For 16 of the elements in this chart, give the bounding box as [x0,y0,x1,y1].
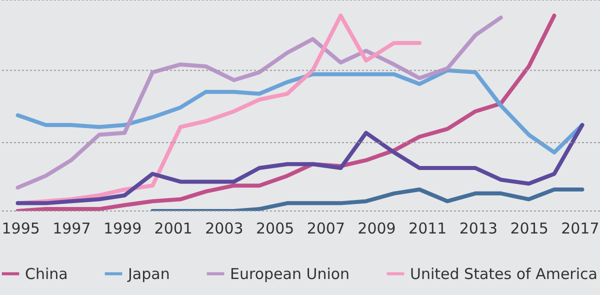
legend-label: United States of America [410,264,598,283]
x-tick-label: 1999 [103,220,142,238]
x-tick-label: 1997 [52,220,91,238]
x-tick-label: 2003 [205,220,244,238]
x-tick-label: 2011 [408,220,447,238]
legend-label: China [25,264,68,283]
x-tick-label: 2017 [561,220,600,238]
x-tick-label: 2007 [306,220,346,238]
x-tick-label: 2015 [510,220,548,238]
legend-label: European Union [230,264,350,283]
x-tick-label: 2013 [459,220,498,238]
legend-label: Japan [127,264,170,283]
x-tick-label: 2009 [358,220,396,238]
x-tick-label: 2005 [256,220,294,238]
x-tick-label: 1995 [2,220,40,238]
x-tick-label: 2001 [154,220,192,238]
